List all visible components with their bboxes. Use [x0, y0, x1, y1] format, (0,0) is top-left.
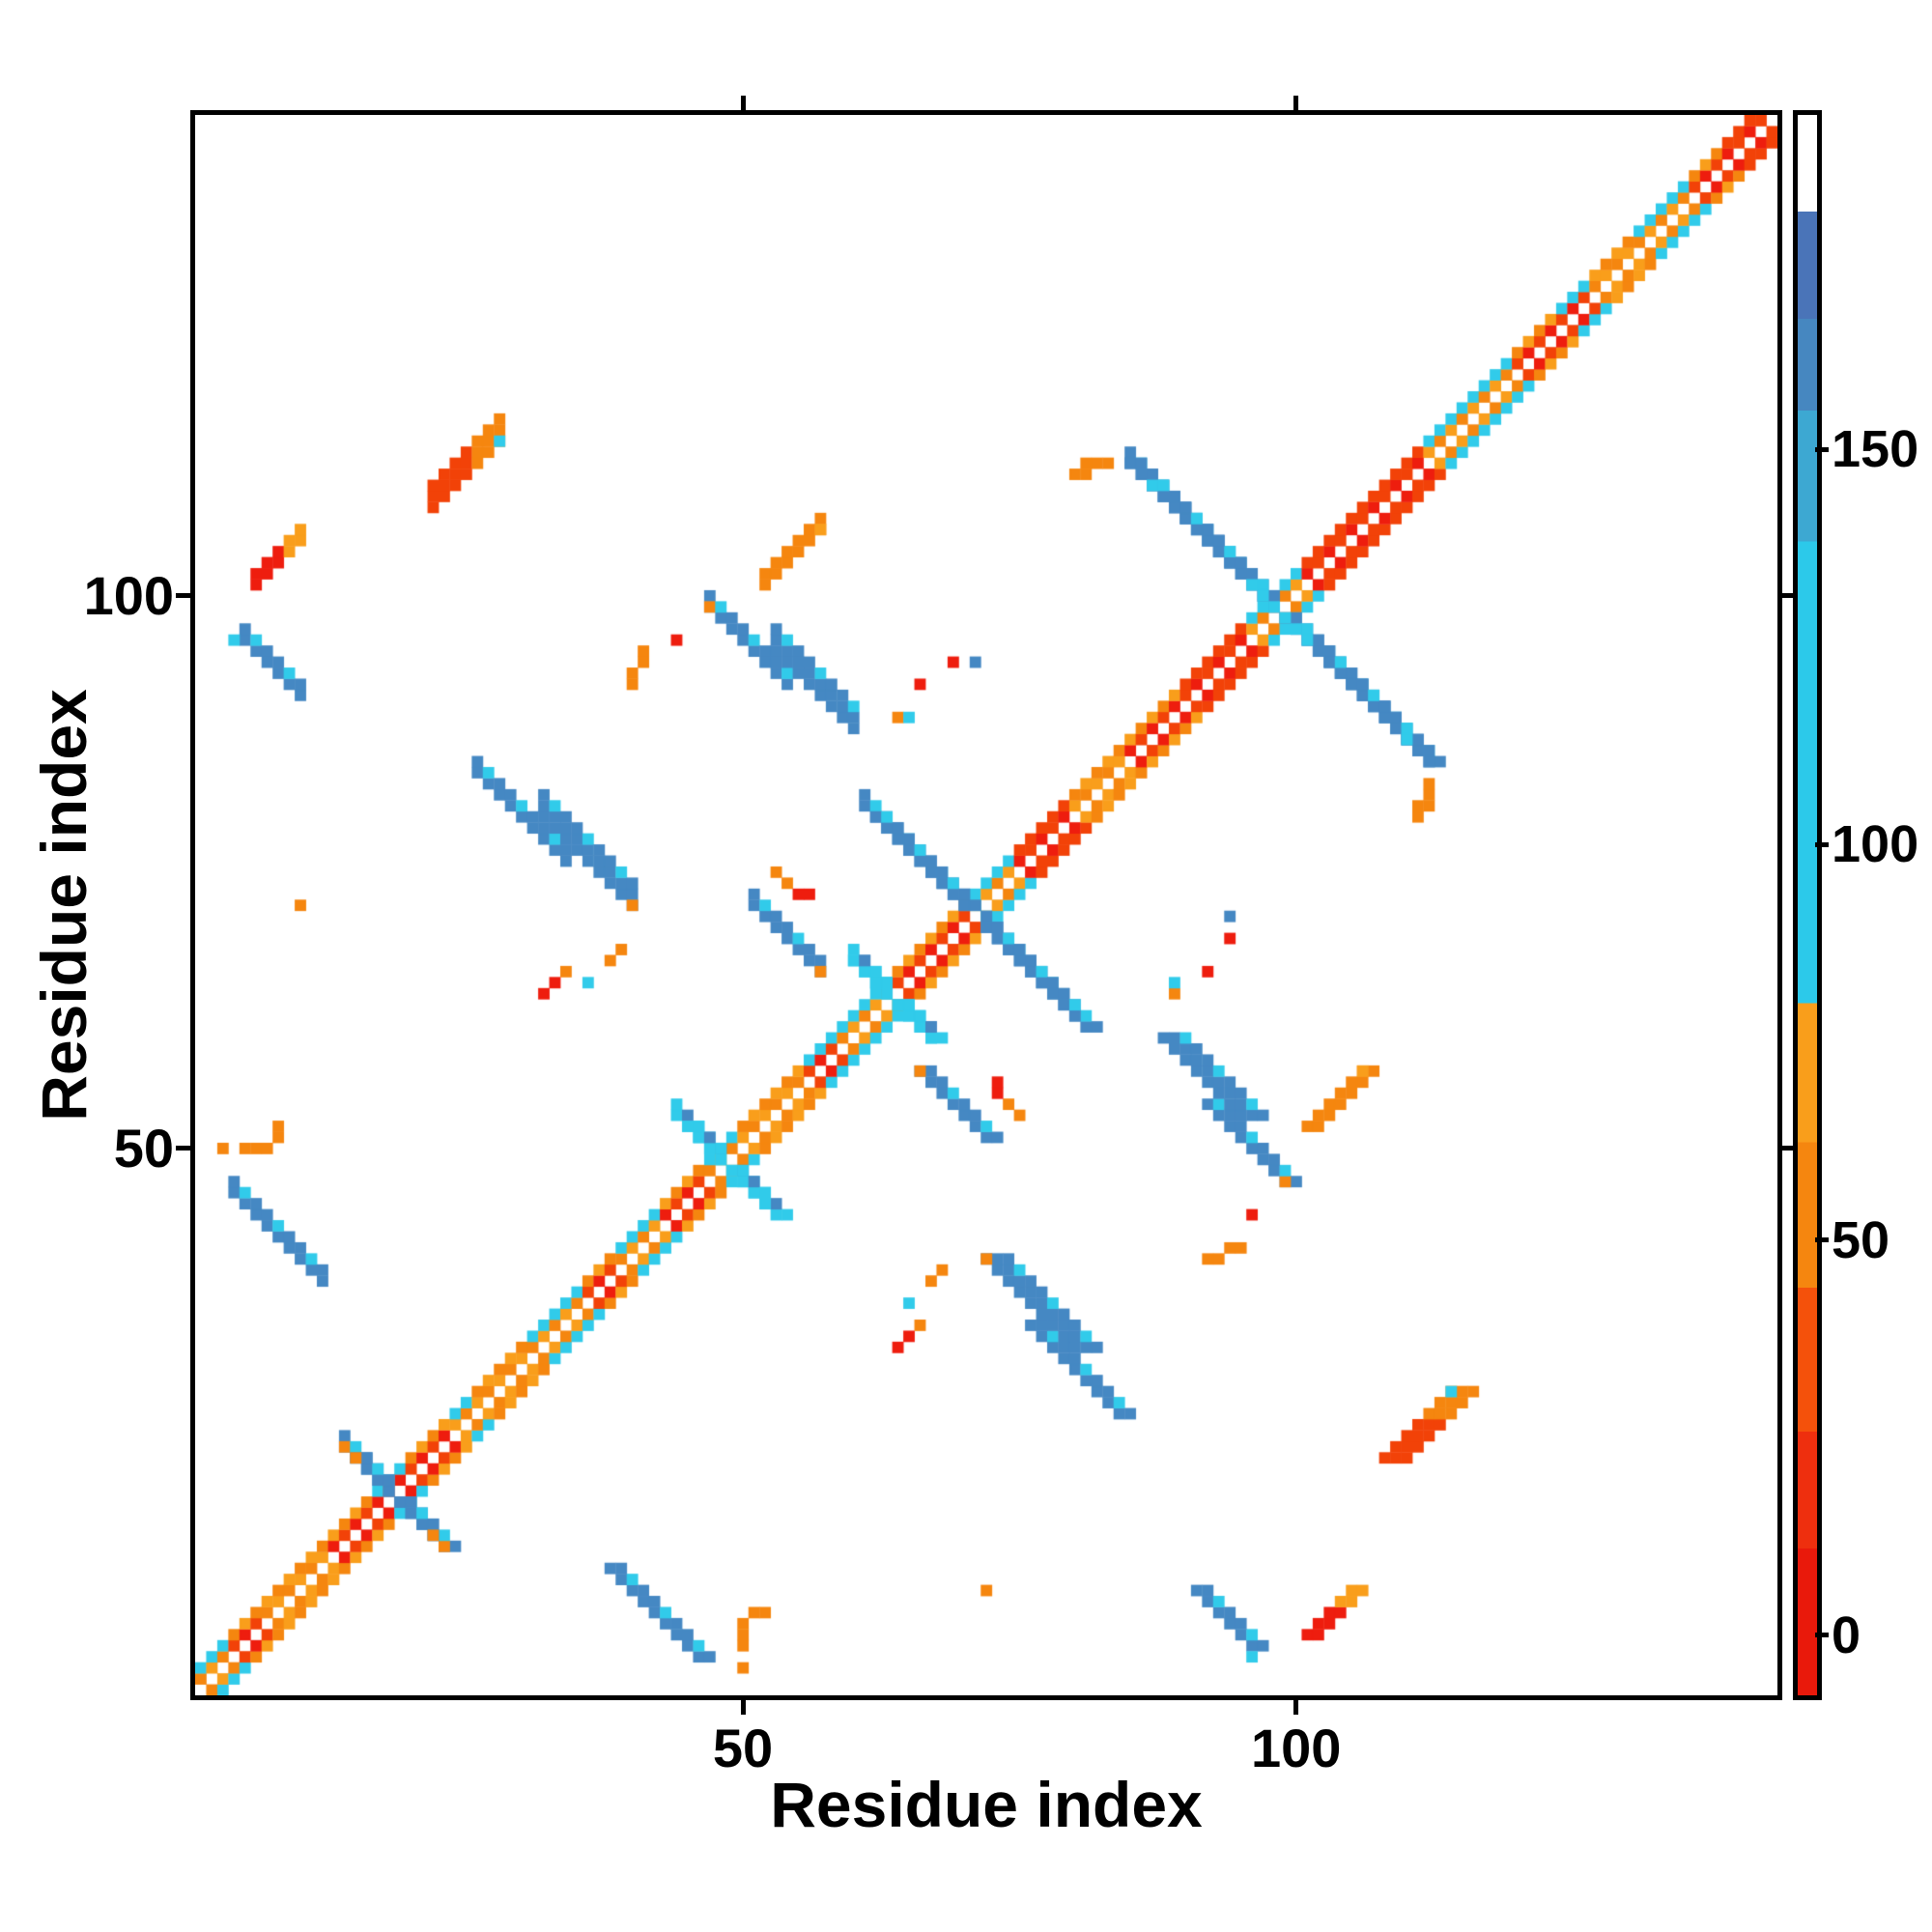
colorbar-tick-label: 100 — [1832, 815, 1919, 873]
y-axis-tick — [176, 1146, 190, 1151]
x-axis-tick — [1293, 1700, 1299, 1715]
colorbar-tick — [1815, 446, 1829, 452]
x-tick-label: 50 — [712, 1718, 774, 1778]
colorbar-tick-label: 0 — [1832, 1605, 1861, 1664]
y-axis-tick-right — [1782, 1146, 1797, 1151]
y-axis-tick — [176, 593, 190, 599]
y-axis-title: Residue index — [28, 689, 99, 1122]
y-axis-tick-right — [1782, 593, 1797, 599]
heatmap-canvas — [195, 115, 1777, 1695]
y-tick-label: 50 — [113, 1117, 174, 1179]
colorbar-tick — [1815, 841, 1829, 847]
x-axis-tick-top — [1293, 96, 1299, 110]
y-tick-label: 100 — [83, 564, 174, 626]
colorbar-gradient — [1798, 115, 1817, 1695]
colorbar-tick-label: 150 — [1832, 420, 1919, 478]
colorbar-tick — [1815, 1237, 1829, 1243]
colorbar-tick-label: 50 — [1832, 1210, 1890, 1269]
x-axis-tick-top — [740, 96, 746, 110]
x-tick-label: 100 — [1251, 1718, 1342, 1778]
x-axis-title: Residue index — [770, 1769, 1203, 1840]
x-axis-tick — [740, 1700, 746, 1715]
colorbar-tick — [1815, 1633, 1829, 1638]
